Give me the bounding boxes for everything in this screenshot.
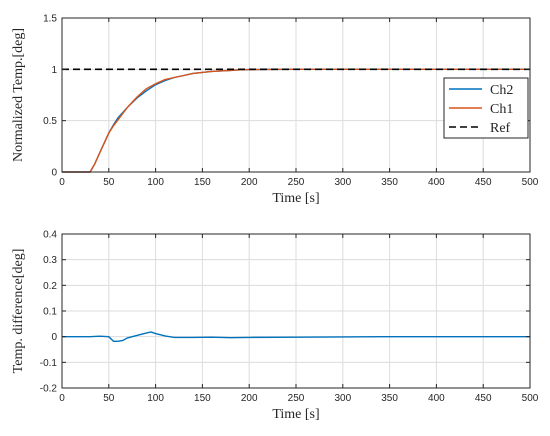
chart2-ytick-label-4: 0.2 xyxy=(43,281,57,292)
chart2-ytick-label-6: 0.4 xyxy=(43,230,57,241)
chart1-xtick-label-7: 350 xyxy=(381,177,398,188)
chart2-series-0 xyxy=(62,331,530,342)
chart2-ytick-label-1: -0.1 xyxy=(40,358,58,369)
chart2-xtick-label-3: 150 xyxy=(194,393,211,404)
chart1-xtick-label-2: 100 xyxy=(147,177,164,188)
chart1-ytick-label-0: 0 xyxy=(51,168,57,179)
chart1-xlabel: Time [s] xyxy=(272,191,319,206)
chart2-ytick-label-2: 0 xyxy=(51,332,57,343)
chart1-xtick-label-0: 0 xyxy=(59,177,65,188)
chart1-ytick-label-2: 1 xyxy=(51,65,57,76)
chart1-legend-label-ref: Ref xyxy=(490,121,511,136)
chart2-xlabel: Time [s] xyxy=(272,407,319,422)
chart1-xtick-label-4: 200 xyxy=(241,177,258,188)
chart1-legend-label-ch2: Ch2 xyxy=(490,83,513,98)
chart1-legend-label-ch1: Ch1 xyxy=(490,102,513,117)
chart2-xtick-label-4: 200 xyxy=(241,393,258,404)
chart2-xtick-label-6: 300 xyxy=(334,393,351,404)
chart2-xtick-label-8: 400 xyxy=(428,393,445,404)
chart2-xtick-label-1: 50 xyxy=(103,393,115,404)
chart2-ytick-label-3: 0.1 xyxy=(43,307,57,318)
chart1-xtick-label-8: 400 xyxy=(428,177,445,188)
chart2-ytick-label-0: -0.2 xyxy=(40,384,58,395)
chart1-ytick-label-1: 0.5 xyxy=(43,116,57,127)
chart1-xtick-label-3: 150 xyxy=(194,177,211,188)
chart2-xtick-label-5: 250 xyxy=(288,393,305,404)
chart1-ytick-label-3: 1.5 xyxy=(43,14,57,25)
chart2-xtick-label-0: 0 xyxy=(59,393,65,404)
chart1-xtick-label-9: 450 xyxy=(475,177,492,188)
chart1-xtick-label-10: 500 xyxy=(522,177,539,188)
chart1-ylabel: Normalized Temp.[deg] xyxy=(11,28,26,162)
chart1-xtick-label-6: 300 xyxy=(334,177,351,188)
chart2-ylabel: Temp. difference[deg] xyxy=(11,249,26,374)
chart2-xtick-label-10: 500 xyxy=(522,393,539,404)
chart1-xtick-label-5: 250 xyxy=(288,177,305,188)
chart2-xtick-label-9: 450 xyxy=(475,393,492,404)
chart2-xtick-label-7: 350 xyxy=(381,393,398,404)
chart2-ytick-label-5: 0.3 xyxy=(43,255,57,266)
chart2-xtick-label-2: 100 xyxy=(147,393,164,404)
chart1-xtick-label-1: 50 xyxy=(103,177,115,188)
